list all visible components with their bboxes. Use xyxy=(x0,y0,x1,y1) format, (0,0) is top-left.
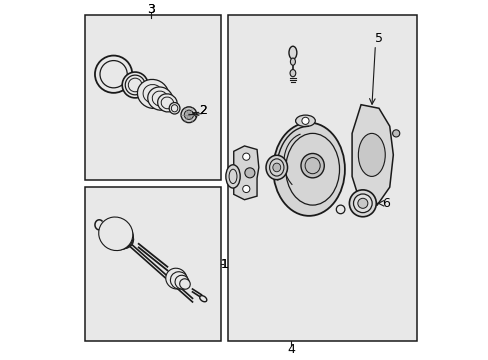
Text: 1: 1 xyxy=(221,258,228,271)
Bar xyxy=(85,187,221,341)
Ellipse shape xyxy=(104,221,133,250)
Bar xyxy=(85,15,221,180)
Circle shape xyxy=(242,185,249,193)
Text: 3: 3 xyxy=(147,3,155,16)
Ellipse shape xyxy=(349,190,376,217)
Ellipse shape xyxy=(165,268,186,289)
Text: 4: 4 xyxy=(286,343,294,356)
Text: 3: 3 xyxy=(147,3,155,16)
Circle shape xyxy=(184,110,193,120)
Text: 1: 1 xyxy=(221,258,228,271)
Ellipse shape xyxy=(175,275,189,289)
Ellipse shape xyxy=(137,80,168,108)
Bar xyxy=(228,15,416,341)
Ellipse shape xyxy=(295,115,315,127)
Ellipse shape xyxy=(290,58,295,65)
Circle shape xyxy=(242,153,249,160)
Circle shape xyxy=(95,55,132,93)
Ellipse shape xyxy=(157,94,177,112)
Polygon shape xyxy=(233,146,258,200)
Ellipse shape xyxy=(272,163,280,172)
Ellipse shape xyxy=(353,194,371,213)
Ellipse shape xyxy=(358,134,385,176)
Text: 2: 2 xyxy=(199,104,207,117)
Ellipse shape xyxy=(170,272,188,289)
Ellipse shape xyxy=(288,46,296,59)
Ellipse shape xyxy=(301,153,324,178)
Text: 6: 6 xyxy=(382,197,389,210)
Circle shape xyxy=(244,168,254,178)
Text: 2: 2 xyxy=(199,104,207,117)
Ellipse shape xyxy=(289,69,295,77)
Text: 5: 5 xyxy=(374,32,382,45)
Ellipse shape xyxy=(199,296,206,302)
Ellipse shape xyxy=(99,217,133,251)
Ellipse shape xyxy=(169,103,180,114)
Ellipse shape xyxy=(147,87,172,110)
Ellipse shape xyxy=(273,123,344,216)
Polygon shape xyxy=(351,105,392,205)
Ellipse shape xyxy=(357,198,367,208)
Circle shape xyxy=(181,107,196,123)
Ellipse shape xyxy=(179,279,190,289)
Ellipse shape xyxy=(122,72,148,98)
Ellipse shape xyxy=(265,155,287,180)
Ellipse shape xyxy=(109,226,133,249)
Circle shape xyxy=(301,117,308,125)
Ellipse shape xyxy=(392,130,399,137)
Ellipse shape xyxy=(104,224,116,237)
Ellipse shape xyxy=(225,165,240,188)
Ellipse shape xyxy=(115,230,133,248)
Circle shape xyxy=(336,205,344,214)
